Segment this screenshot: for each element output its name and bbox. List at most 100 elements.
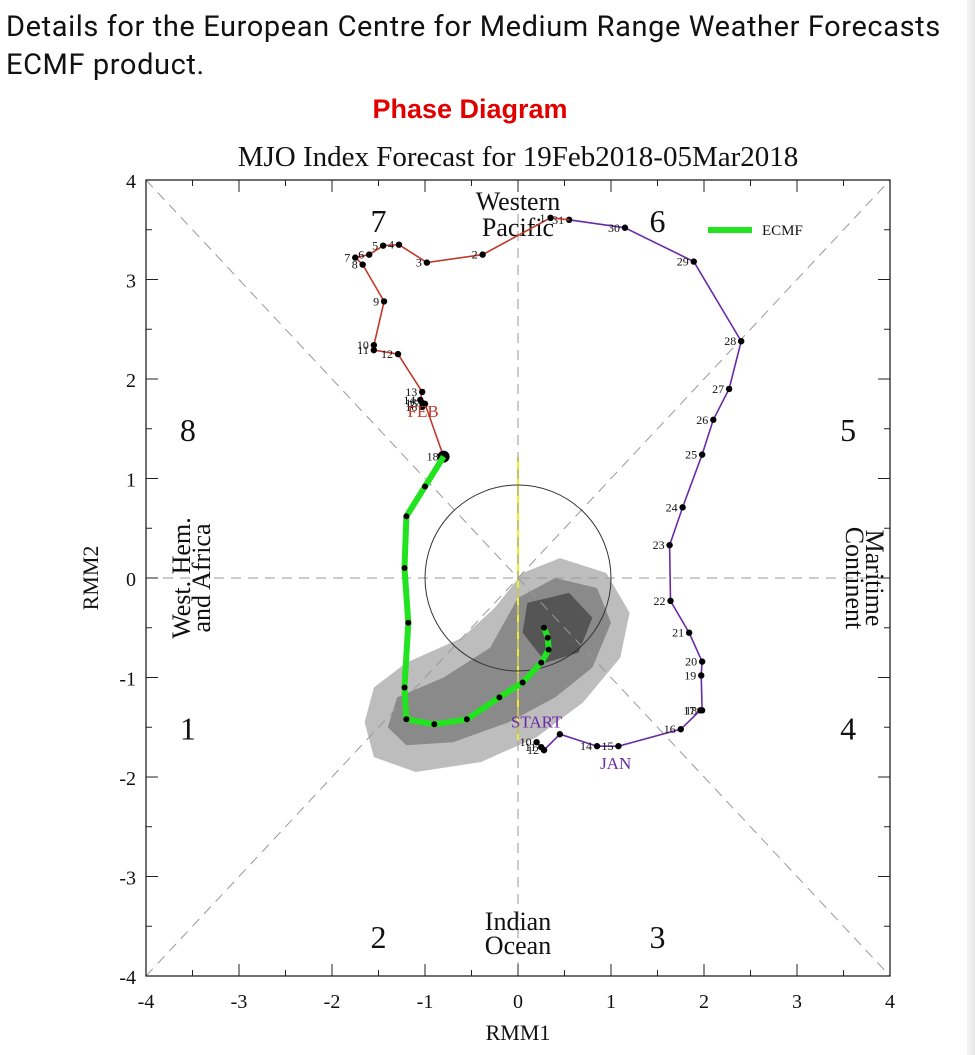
y-tick-label: -2 [119, 768, 136, 790]
phase-label: 4 [840, 710, 856, 746]
february-point [379, 242, 387, 249]
january-point [710, 416, 717, 423]
region-label-left: West. Hem. [167, 517, 196, 638]
february-day-label: 18 [427, 450, 439, 464]
y-tick-label: -1 [119, 669, 136, 691]
page-header: Details for the European Centre for Medi… [6, 10, 941, 82]
january-day-label: 11 [525, 740, 537, 754]
diagonal-line [145, 179, 891, 977]
forecast-mean-point [463, 716, 470, 723]
february-point [370, 341, 378, 349]
ensemble-spread [364, 456, 630, 772]
january-day-label: 30 [608, 221, 620, 235]
region-label-left: and Africa [187, 523, 216, 632]
january-point [698, 707, 706, 714]
january-day-label: 15 [601, 739, 613, 753]
january-day-label: 29 [677, 255, 689, 269]
january-point [698, 672, 705, 679]
january-day-label: 21 [672, 626, 684, 640]
february-day-label: 3 [416, 256, 422, 270]
february-point [547, 214, 554, 222]
january-day-label: 31 [552, 213, 564, 227]
x-tick-label: 4 [885, 991, 895, 1013]
region-label-bottom: Ocean [485, 931, 551, 960]
region-label-bottom: Indian [485, 907, 551, 936]
forecast-mean-point [538, 659, 545, 666]
january-day-label: 18 [685, 703, 697, 717]
january-point [540, 746, 548, 754]
forecast-mean-point [541, 624, 548, 631]
february-point [359, 261, 366, 268]
february-point [419, 388, 426, 396]
january-point [621, 224, 629, 231]
chart-title: MJO Index Forecast for 19Feb2018-05Mar20… [238, 141, 799, 173]
february-point [380, 298, 388, 305]
january-day-label: 16 [664, 722, 676, 736]
x-tick-label: 0 [513, 991, 523, 1013]
grid-lines [145, 179, 891, 977]
january-point [666, 541, 673, 549]
month-label: START [511, 712, 563, 731]
february-point [366, 251, 373, 258]
february-day-label: 17 [408, 397, 420, 411]
y-tick-label: 3 [126, 271, 136, 293]
january-point [593, 742, 601, 750]
january-day-label: 22 [654, 594, 666, 608]
phase-label: 8 [180, 412, 196, 448]
february-point [421, 400, 429, 408]
forecast-mean-point [545, 646, 552, 653]
january-point [615, 742, 622, 750]
x-tick-label: -3 [231, 991, 248, 1013]
phase-label: 6 [650, 203, 666, 239]
february-day-label: 7 [344, 251, 350, 265]
forecast-mean-point [401, 565, 408, 572]
month-label: JAN [600, 754, 631, 773]
january-point [556, 731, 564, 738]
february-point [370, 346, 378, 354]
y-tick-label: 1 [126, 470, 136, 492]
january-point [690, 258, 697, 265]
january-day-label: 12 [527, 743, 539, 757]
phase-label: 3 [650, 919, 666, 955]
january-point [725, 385, 733, 393]
x-axis-label: RMM1 [486, 1020, 551, 1045]
january-point [738, 337, 745, 345]
phase-label: 5 [840, 412, 856, 448]
february-line [353, 217, 551, 457]
ensemble-core-spread [522, 592, 593, 663]
y-tick-label: 0 [126, 569, 136, 591]
january-day-label: 20 [685, 655, 697, 669]
legend: ECMF [708, 223, 803, 239]
february-day-label: 12 [381, 347, 393, 361]
january-point [685, 629, 693, 636]
y-tick-label: 4 [126, 171, 136, 193]
january-day-label: 10 [520, 735, 532, 749]
january-point [677, 726, 684, 733]
february-day-label: 9 [373, 294, 379, 308]
february-day-label: 16 [405, 400, 417, 414]
february-point [423, 259, 431, 266]
x-tick-label: 2 [699, 991, 709, 1013]
forecast-mean-point [403, 513, 410, 520]
y-tick-label: -3 [119, 868, 136, 890]
x-tick-label: 3 [792, 991, 802, 1013]
y-axis-label: RMM2 [78, 546, 103, 611]
phase-label: 1 [180, 710, 196, 746]
month-label: FEB [408, 402, 439, 421]
january-day-label: 25 [685, 448, 697, 462]
february-point [395, 241, 403, 248]
february-day-label: 13 [405, 385, 417, 399]
y-tick-label: 2 [126, 370, 136, 392]
february-day-label: 6 [358, 248, 364, 262]
february-point [352, 254, 359, 261]
region-label-right: Maritime [860, 530, 889, 627]
january-point [698, 658, 706, 665]
january-point [679, 504, 686, 511]
january-day-label: 27 [712, 382, 724, 396]
january-day-label: 24 [666, 500, 678, 514]
region-label-right: Continent [840, 527, 869, 630]
region-label-top: Pacific [482, 213, 554, 242]
